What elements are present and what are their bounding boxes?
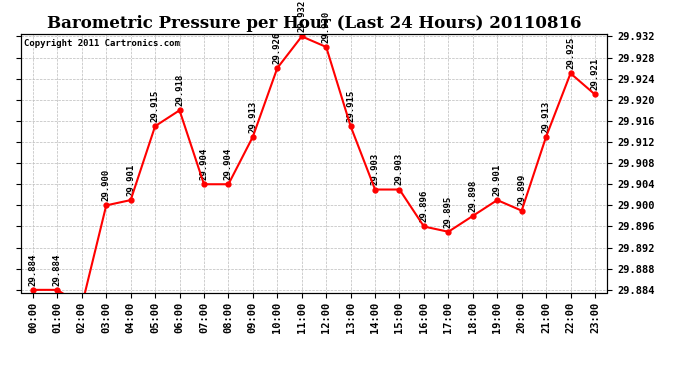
Text: 29.898: 29.898 <box>469 180 477 212</box>
Text: 29.926: 29.926 <box>273 32 282 64</box>
Text: 29.903: 29.903 <box>371 153 380 185</box>
Text: 29.903: 29.903 <box>395 153 404 185</box>
Text: 29.930: 29.930 <box>322 10 331 43</box>
Text: 29.900: 29.900 <box>101 169 110 201</box>
Text: 29.915: 29.915 <box>150 90 159 122</box>
Text: 29.896: 29.896 <box>420 190 428 222</box>
Text: 29.884: 29.884 <box>28 254 37 286</box>
Text: 29.932: 29.932 <box>297 0 306 32</box>
Text: 29.921: 29.921 <box>591 58 600 90</box>
Text: 29.899: 29.899 <box>518 174 526 207</box>
Text: 29.915: 29.915 <box>346 90 355 122</box>
Text: 29.895: 29.895 <box>444 195 453 228</box>
Text: 29.901: 29.901 <box>126 164 135 196</box>
Text: 29.918: 29.918 <box>175 74 184 106</box>
Text: 29.913: 29.913 <box>542 100 551 132</box>
Title: Barometric Pressure per Hour (Last 24 Hours) 20110816: Barometric Pressure per Hour (Last 24 Ho… <box>47 15 581 32</box>
Text: 29.884: 29.884 <box>53 254 62 286</box>
Text: Copyright 2011 Cartronics.com: Copyright 2011 Cartronics.com <box>23 39 179 48</box>
Text: 29.913: 29.913 <box>248 100 257 132</box>
Text: 29.881: 29.881 <box>0 374 1 375</box>
Text: 29.904: 29.904 <box>224 148 233 180</box>
Text: 29.901: 29.901 <box>493 164 502 196</box>
Text: 29.904: 29.904 <box>199 148 208 180</box>
Text: 29.925: 29.925 <box>566 37 575 69</box>
